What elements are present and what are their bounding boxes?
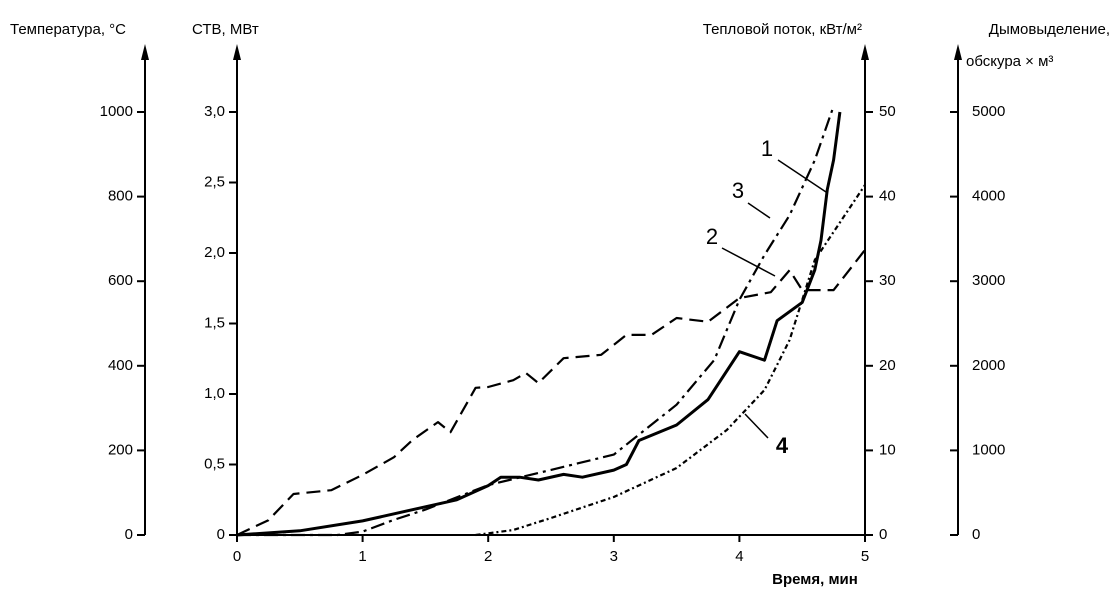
y-tick-label: 0: [972, 526, 980, 543]
x-tick-label: 4: [735, 548, 743, 565]
y-tick-label: 1000: [972, 441, 1005, 458]
axis-title: Тепловой поток, кВт/м²: [703, 21, 862, 38]
axis-title: Дымовыделение,: [989, 21, 1110, 38]
y-tick-label: 4000: [972, 188, 1005, 205]
x-tick-label: 0: [233, 548, 241, 565]
y-tick-label: 20: [879, 357, 896, 374]
leader-line: [747, 202, 771, 219]
y-tick-label: 50: [879, 103, 896, 120]
x-tick-label: 3: [610, 548, 618, 565]
y-tick-label: 1,0: [204, 385, 225, 402]
y-tick-label: 40: [879, 188, 896, 205]
axis-title: обскура × м³: [966, 53, 1053, 70]
x-tick-label: 5: [861, 548, 869, 565]
y-tick-label: 800: [108, 188, 133, 205]
y-tick-label: 600: [108, 272, 133, 289]
y-tick-label: 2,0: [204, 244, 225, 261]
x-tick-label: 1: [358, 548, 366, 565]
y-tick-label: 10: [879, 441, 896, 458]
axis-arrow: [233, 44, 241, 60]
y-tick-label: 3,0: [204, 103, 225, 120]
axis-arrow: [861, 44, 869, 60]
series-line: [237, 105, 835, 537]
series-line: [236, 249, 866, 536]
series-label: 3: [732, 178, 744, 203]
leader-line: [721, 247, 776, 277]
axis-title: Температура, °C: [10, 21, 126, 38]
series-line: [475, 184, 866, 537]
series-label: 1: [761, 136, 773, 161]
y-tick-label: 0,5: [204, 455, 225, 472]
y-tick-label: 0: [879, 526, 887, 543]
x-tick-label: 2: [484, 548, 492, 565]
leader-line: [777, 159, 827, 193]
y-tick-label: 30: [879, 272, 896, 289]
y-tick-label: 0: [125, 526, 133, 543]
y-tick-label: 0: [217, 526, 225, 543]
y-tick-label: 3000: [972, 272, 1005, 289]
x-axis-title: Время, мин: [772, 571, 858, 588]
leader-line: [744, 413, 769, 439]
axis-arrow: [954, 44, 962, 60]
y-tick-label: 400: [108, 357, 133, 374]
series-label: 2: [706, 224, 718, 249]
series-line: [236, 111, 842, 537]
y-tick-label: 2,5: [204, 173, 225, 190]
y-tick-label: 200: [108, 441, 133, 458]
annotation-leaders: [721, 159, 827, 439]
y-tick-label: 1,5: [204, 314, 225, 331]
series-label: 4: [776, 433, 789, 458]
axis-arrow: [141, 44, 149, 60]
y-tick-label: 1000: [100, 103, 133, 120]
y-tick-label: 2000: [972, 357, 1005, 374]
axis-title: СТВ, МВт: [192, 21, 259, 38]
y-tick-label: 5000: [972, 103, 1005, 120]
